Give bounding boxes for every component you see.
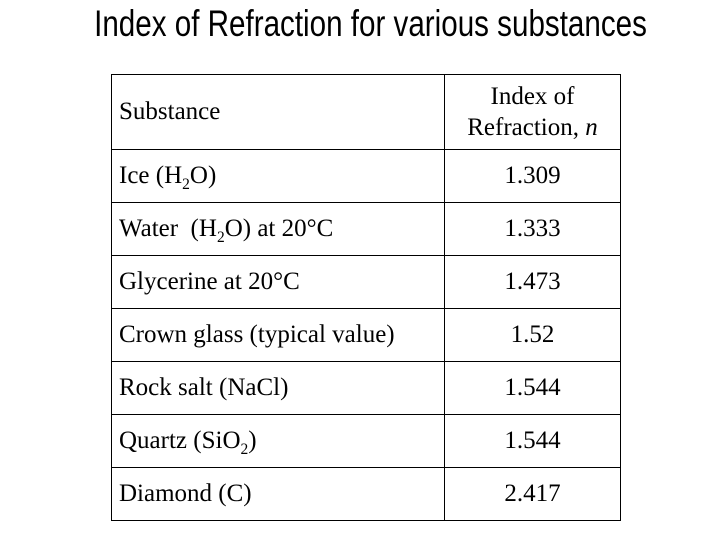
table-header-row: Substance Index of Refraction, n xyxy=(111,74,621,150)
subscript-text: 2 xyxy=(182,176,190,193)
slide-title-text: Index of Refraction for various substanc… xyxy=(94,3,648,44)
header-index-of-refraction: Index of Refraction, n xyxy=(444,74,621,150)
index-value-cell: 1.52 xyxy=(444,308,621,362)
table-row: Crown glass (typical value) 1.52 xyxy=(111,308,621,362)
italic-text: n xyxy=(585,114,598,141)
text-run: Diamond (C) xyxy=(119,480,252,507)
subscript-text: 2 xyxy=(216,229,225,246)
index-value-cell: 1.309 xyxy=(444,149,621,203)
refraction-table: Substance Index of Refraction, n Ice (H2… xyxy=(111,74,621,521)
table-row: Glycerine at 20°C 1.473 xyxy=(111,255,621,309)
text-run: O) at 20°C xyxy=(224,215,334,242)
index-value-cell: 1.333 xyxy=(444,202,621,256)
text-run: Quartz (SiO xyxy=(119,427,241,454)
index-value-cell: 1.544 xyxy=(444,361,621,415)
substance-cell: Glycerine at 20°C xyxy=(111,255,445,309)
index-value-cell: 1.473 xyxy=(444,255,621,309)
table-body: Ice (H2O) 1.309 Water (H2O) at 20°C 1.333 Gl… xyxy=(111,149,621,521)
slide-title: Index of Refraction for various substanc… xyxy=(0,2,720,46)
text-run: Crown glass (typical value) xyxy=(119,321,395,348)
substance-cell: Diamond (C) xyxy=(111,467,445,521)
index-value-cell: 2.417 xyxy=(444,467,621,521)
substance-cell: Ice (H2O) xyxy=(111,149,445,203)
text-run: O) xyxy=(189,162,217,189)
substance-cell: Crown glass (typical value) xyxy=(111,308,445,362)
header-substance: Substance xyxy=(111,74,445,150)
substance-cell: Quartz (SiO2) xyxy=(111,414,445,468)
index-value-cell: 1.544 xyxy=(444,414,621,468)
text-run: Rock salt (NaCl) xyxy=(119,374,289,401)
table-row: Diamond (C) 2.417 xyxy=(111,467,621,521)
substance-cell: Water (H2O) at 20°C xyxy=(111,202,445,256)
text-run: Water (H xyxy=(119,215,217,242)
text-run: Glycerine at 20°C xyxy=(119,268,300,295)
table-row: Quartz (SiO2) 1.544 xyxy=(111,414,621,468)
table-row: Rock salt (NaCl) 1.544 xyxy=(111,361,621,415)
substance-cell: Rock salt (NaCl) xyxy=(111,361,445,415)
table-row: Water (H2O) at 20°C 1.333 xyxy=(111,202,621,256)
subscript-text: 2 xyxy=(240,441,249,458)
table-row: Ice (H2O) 1.309 xyxy=(111,149,621,203)
text-run: Index of Refraction, xyxy=(467,82,586,141)
text-run: Ice (H xyxy=(119,162,183,189)
text-run: ) xyxy=(248,427,257,454)
